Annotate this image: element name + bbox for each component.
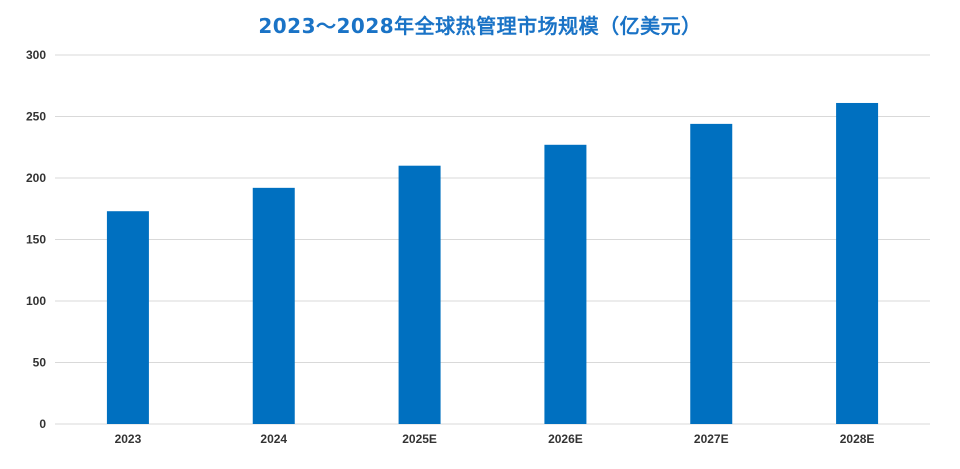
y-tick-label: 100 (26, 294, 46, 308)
y-tick-label: 150 (26, 233, 46, 247)
y-tick-label: 200 (26, 171, 46, 185)
bar-2028E (836, 102, 879, 424)
bars (106, 102, 879, 425)
y-tick-label: 0 (39, 417, 46, 431)
x-tick-label: 2025E (402, 432, 437, 446)
gridlines (55, 54, 930, 425)
chart-title: 2023～2028年全球热管理市场规模（亿美元） (258, 14, 702, 38)
y-tick-label: 50 (33, 356, 47, 370)
y-axis-ticks: 0 50 100 150 200 250 300 (26, 48, 46, 431)
bar-2023 (106, 211, 149, 424)
bar-2026E (544, 144, 587, 425)
x-tick-label: 2027E (694, 432, 729, 446)
bar-2025E (398, 165, 441, 424)
x-tick-label: 2024 (260, 432, 287, 446)
y-tick-label: 300 (26, 48, 46, 62)
x-tick-label: 2023 (115, 432, 142, 446)
x-tick-label: 2028E (840, 432, 875, 446)
y-tick-label: 250 (26, 110, 46, 124)
bar-2024 (252, 187, 295, 424)
x-axis-ticks: 2023 2024 2025E 2026E 2027E 2028E (115, 432, 875, 446)
x-tick-label: 2026E (548, 432, 583, 446)
bar-2027E (690, 123, 733, 424)
